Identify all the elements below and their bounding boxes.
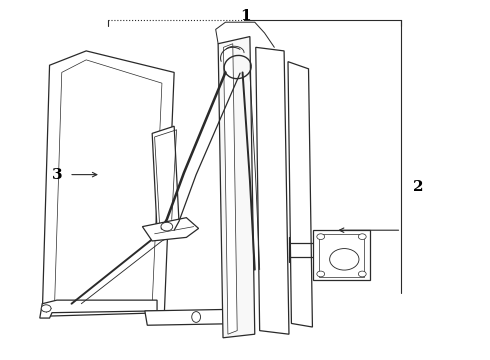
Polygon shape [145,309,247,325]
Polygon shape [256,47,289,334]
Circle shape [358,234,366,239]
Polygon shape [54,60,162,309]
Ellipse shape [192,312,200,322]
Polygon shape [223,44,237,334]
Polygon shape [218,37,255,338]
Polygon shape [143,218,198,241]
Polygon shape [288,62,313,327]
Polygon shape [42,51,174,316]
Circle shape [41,305,51,312]
Circle shape [330,248,359,270]
FancyBboxPatch shape [319,234,364,277]
Polygon shape [152,126,179,230]
Text: 3: 3 [51,168,62,182]
Circle shape [358,271,366,277]
Circle shape [317,271,325,277]
Polygon shape [40,300,157,318]
Circle shape [161,222,172,231]
Circle shape [317,234,325,239]
Text: 2: 2 [413,180,424,194]
Text: 1: 1 [240,9,250,23]
FancyBboxPatch shape [314,230,369,280]
